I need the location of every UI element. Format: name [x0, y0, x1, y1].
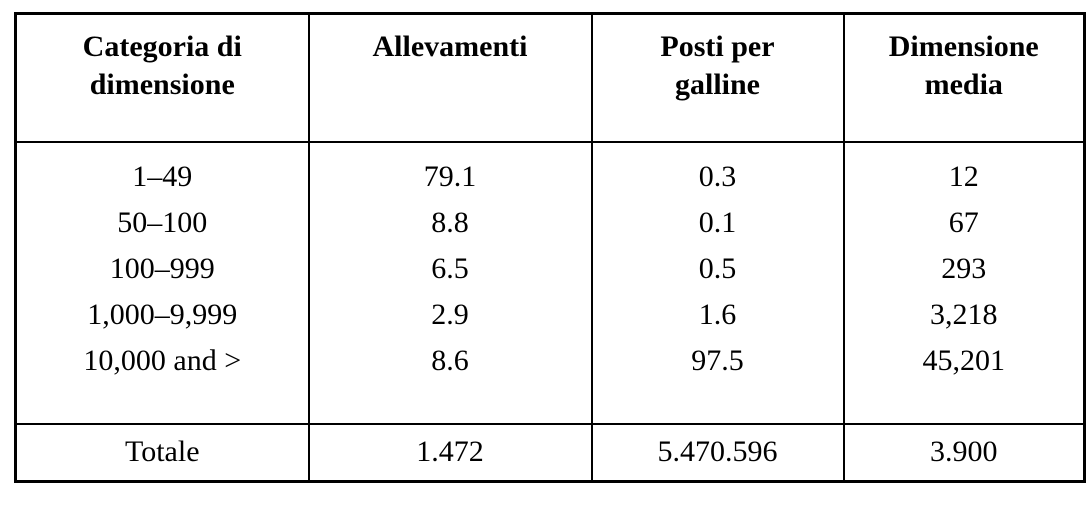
spacer-cell: [590, 383, 845, 424]
col-header-posti-per-galline: Posti per galline: [590, 13, 845, 143]
header-line: Categoria di: [82, 30, 242, 63]
cell-dimensione-media: 293: [842, 245, 1086, 292]
cell-dimensione-media: 45,201: [842, 337, 1086, 384]
col-header-dimensione-media: Dimensione media: [842, 13, 1086, 143]
header-line: Dimensione: [888, 30, 1039, 63]
cell-category: 1,000–9,999: [14, 291, 310, 338]
total-row: Totale 1.472 5.470.596 3.900: [14, 422, 1086, 482]
cell-posti-per-galline: 0.5: [590, 245, 845, 292]
cell-category: 10,000 and >: [14, 337, 310, 384]
table-row: 50–100 8.8 0.1 67: [14, 199, 1086, 246]
spacer-row: [14, 383, 1086, 424]
spacer-cell: [14, 383, 310, 424]
cell-allevamenti: 6.5: [307, 245, 593, 292]
header-line: Allevamenti: [372, 30, 528, 63]
table-row: 1,000–9,999 2.9 1.6 3,218: [14, 291, 1086, 338]
cell-category: 1–49: [14, 141, 310, 200]
spacer-cell: [307, 383, 593, 424]
cell-posti-per-galline: 0.1: [590, 199, 845, 246]
table-row: 1–49 79.1 0.3 12: [14, 141, 1086, 200]
col-header-categoria-di-dimensione: Categoria di dimensione: [14, 13, 310, 143]
cell-allevamenti: 8.8: [307, 199, 593, 246]
total-allevamenti: 1.472: [307, 422, 593, 482]
cell-posti-per-galline: 0.3: [590, 141, 845, 200]
cell-dimensione-media: 3,218: [842, 291, 1086, 338]
header-line: galline: [674, 68, 760, 101]
table-row: 100–999 6.5 0.5 293: [14, 245, 1086, 292]
cell-category: 50–100: [14, 199, 310, 246]
spacer-cell: [842, 383, 1086, 424]
farm-size-table: Categoria di dimensione Allevamenti Post…: [14, 12, 1086, 483]
table-header: Categoria di dimensione Allevamenti Post…: [14, 13, 1086, 143]
table-row: 10,000 and > 8.6 97.5 45,201: [14, 337, 1086, 384]
cell-posti-per-galline: 97.5: [590, 337, 845, 384]
table-body: 1–49 79.1 0.3 12 50–100 8.8 0.1 67 100–9…: [14, 141, 1086, 424]
cell-dimensione-media: 12: [842, 141, 1086, 200]
cell-allevamenti: 2.9: [307, 291, 593, 338]
header-line: dimensione: [89, 68, 235, 101]
total-dimensione-media: 3.900: [842, 422, 1086, 482]
col-header-allevamenti: Allevamenti: [307, 13, 593, 143]
cell-posti-per-galline: 1.6: [590, 291, 845, 338]
header-line: Posti per: [660, 30, 775, 63]
table-footer: Totale 1.472 5.470.596 3.900: [14, 422, 1086, 482]
header-row: Categoria di dimensione Allevamenti Post…: [14, 13, 1086, 143]
header-line: media: [924, 68, 1003, 101]
total-posti-per-galline: 5.470.596: [590, 422, 845, 482]
cell-dimensione-media: 67: [842, 199, 1086, 246]
cell-allevamenti: 8.6: [307, 337, 593, 384]
cell-category: 100–999: [14, 245, 310, 292]
cell-allevamenti: 79.1: [307, 141, 593, 200]
total-label: Totale: [14, 422, 310, 482]
